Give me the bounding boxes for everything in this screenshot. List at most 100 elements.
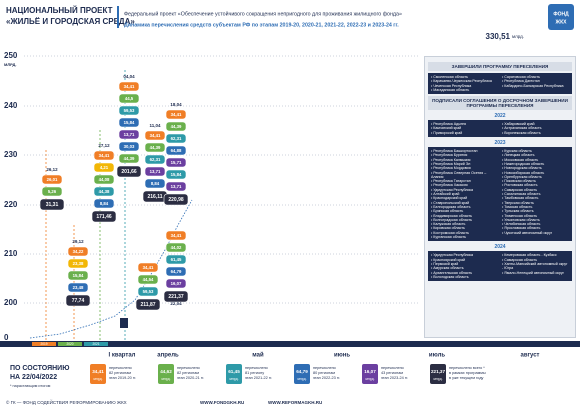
region: Республика Башкортостан — [431, 149, 498, 153]
pill-value: 34,41 — [124, 84, 135, 89]
stack-pill — [137, 286, 159, 297]
legend-unit: млрд. — [433, 377, 442, 381]
region: Тульская область — [502, 209, 569, 213]
region: Приморский край — [431, 131, 498, 135]
region: Красноярский край — [431, 258, 498, 262]
pill-value: 16,07 — [171, 281, 182, 286]
stack-pill — [165, 278, 187, 289]
region: Волгоградская область — [431, 218, 498, 222]
stack-pill — [39, 198, 65, 211]
legend-unit: млрд. — [93, 377, 102, 381]
project-line: «ЖИЛЬЁ И ГОРОДСКАЯ СРЕДА» — [6, 17, 135, 26]
stack-pill — [165, 266, 187, 277]
legend-value: 61,45 — [228, 369, 240, 374]
legend-value: 64,79 — [296, 369, 308, 374]
pill-value: 23,38 — [73, 261, 84, 266]
region: Сахалинская область — [502, 192, 569, 196]
legend-value: 44,62 — [160, 369, 172, 374]
project-line: НАЦИОНАЛЬНЫЙ ПРОЕКТ — [6, 6, 113, 15]
region: Карачаево-Черкесская Республика — [431, 79, 498, 83]
logo — [548, 4, 574, 30]
pill-value: 64,79 — [171, 269, 182, 274]
year: 2022 — [494, 113, 506, 120]
stack-pill — [144, 130, 166, 141]
stack-pill — [144, 142, 166, 153]
region: Оренбургская область — [502, 175, 569, 179]
region: Алтайский край — [431, 192, 498, 196]
region: Республика Северная Осетия – Алания — [431, 171, 498, 180]
pill-value: 5,26 — [48, 189, 57, 194]
grand-total-unit: млрд. — [512, 34, 524, 39]
region-list: Республика БашкортостанРеспублика Буряти… — [428, 147, 572, 242]
month-label: июль — [429, 353, 445, 359]
stack-pill — [118, 141, 140, 152]
stack-pill — [165, 242, 187, 253]
region: Тамбовская область — [502, 196, 569, 200]
pill-value: 34,41 — [143, 265, 154, 270]
region: Ульяновская область — [502, 218, 569, 222]
federal-project: Федеральный проект «Обеспечение устойчив… — [124, 10, 402, 17]
region: Смоленская область — [431, 75, 498, 79]
pill-value: 201,66 — [121, 169, 137, 175]
region: Псковская область — [502, 179, 569, 183]
pill-value: 26,01 — [47, 177, 58, 182]
legend-text: в рамках программы — [449, 371, 486, 375]
stack-total: 18,04 — [170, 102, 182, 107]
region: Курганская область — [431, 235, 498, 239]
stack-pill — [165, 133, 187, 144]
stack-pill — [118, 93, 140, 104]
region-list: Смоленская областьКарачаево-Черкесская Р… — [428, 73, 572, 95]
logo-text: ЖКХ — [555, 19, 568, 25]
pill-value: 44,5 — [125, 96, 134, 101]
pill-value: 62,31 — [171, 136, 182, 141]
stack-pill — [137, 262, 159, 273]
region: Саратовская область — [502, 75, 569, 79]
region: Республика Марий Эл — [431, 162, 498, 166]
month-label: август — [521, 353, 540, 359]
legend-text: перечислено — [313, 366, 336, 370]
region: Амурская область — [431, 266, 498, 270]
region: Пермский край — [431, 262, 498, 266]
stack-pill — [116, 165, 142, 178]
stack-total: 04,04 — [123, 74, 135, 79]
site: WWW.REFORMAGKH.RU — [268, 400, 322, 405]
stage-tab — [84, 342, 108, 346]
stack-pill — [41, 186, 63, 197]
stack-pill — [41, 174, 63, 185]
pill-value: 34,22 — [73, 249, 84, 254]
stack-pill — [118, 105, 140, 116]
legend-text: 43 регионам — [381, 371, 403, 375]
region: Тверская область — [502, 201, 569, 205]
pill-value: 34,41 — [171, 112, 182, 117]
region: Кабардино-Балкарская Республика — [502, 84, 569, 88]
legend-text: этап 2022-23 гг. — [313, 376, 340, 380]
pill-value: 15,84 — [171, 172, 182, 177]
region: Астраханская область — [502, 126, 569, 130]
legend-text: 82 регионам — [177, 371, 199, 375]
legend-text: в уже текущем году — [449, 376, 484, 380]
stack-total: 29,12 — [72, 239, 84, 244]
pill-value: 61,45 — [171, 257, 182, 262]
stack-pill — [118, 153, 140, 164]
pill-value: 44,38 — [99, 189, 110, 194]
stack-total: 11,04 — [149, 123, 161, 128]
region: Республика Бурятия — [431, 153, 498, 157]
pill-value: 31,31 — [46, 202, 59, 208]
region: Липецкая область — [502, 153, 569, 157]
pill-value: 13,71 — [124, 132, 135, 137]
region: Владимирская область — [431, 214, 498, 218]
pill-value: 8,84 — [100, 201, 109, 206]
region: Республика Мордовия — [431, 166, 498, 170]
pill-value: 216,11 — [147, 194, 162, 200]
region: Новосибирская область — [502, 171, 569, 175]
region: Республика Калмыкия — [431, 158, 498, 162]
stack-pill — [118, 117, 140, 128]
axis-label: 250 — [4, 51, 18, 60]
copyright: © ГК — ФОНД СОДЕЙСТВИЯ РЕФОРМИРОВАНИЮ ЖК… — [6, 398, 127, 405]
stack-pill — [65, 294, 91, 307]
marker — [120, 318, 128, 328]
logo-text: ФОНД — [553, 11, 569, 17]
stack-pill — [165, 157, 187, 168]
